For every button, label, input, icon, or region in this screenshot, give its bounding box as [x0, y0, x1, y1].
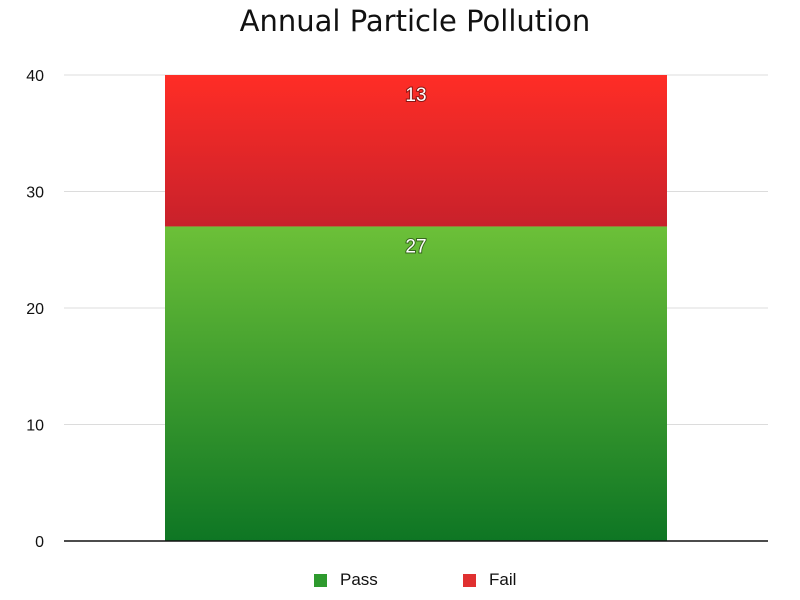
legend-swatch-pass [314, 573, 327, 587]
y-axis-ticks: 0 10 20 30 40 [26, 68, 44, 551]
chart-title: Annual Particle Pollution [239, 4, 591, 38]
legend-item-pass: Pass [314, 570, 378, 590]
y-tick-label: 30 [26, 185, 44, 202]
data-labels: 27 13 [404, 84, 427, 258]
data-label-pass: 27 [405, 236, 426, 257]
legend-label-pass: Pass [340, 570, 378, 589]
y-tick-label: 40 [26, 68, 44, 85]
bar-pass [165, 226, 667, 541]
y-tick-label: 20 [26, 301, 44, 318]
bars [165, 75, 667, 541]
y-tick-label: 10 [26, 418, 44, 435]
legend-swatch-fail [463, 573, 476, 587]
legend-item-fail: Fail [463, 570, 516, 590]
y-tick-label: 0 [35, 534, 44, 551]
data-label-fail: 13 [405, 85, 426, 106]
legend: Pass Fail [0, 570, 800, 594]
legend-label-fail: Fail [489, 570, 517, 589]
bar-fail [165, 75, 667, 227]
